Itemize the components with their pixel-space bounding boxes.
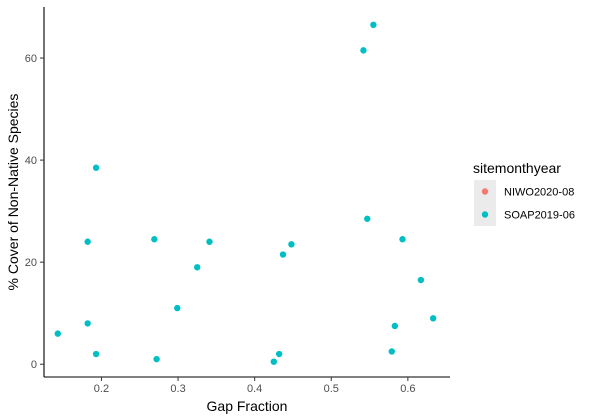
data-point <box>399 236 406 243</box>
y-tick-label: 40 <box>25 155 37 167</box>
legend-symbol <box>481 211 489 218</box>
legend-title: sitemonthyear <box>473 160 561 176</box>
data-point <box>288 241 295 248</box>
legend-label: NIWO2020-08 <box>504 187 574 199</box>
x-axis-title: Gap Fraction <box>207 398 288 414</box>
y-tick-label: 60 <box>25 53 37 65</box>
data-point <box>360 47 367 54</box>
y-tick-label: 0 <box>31 359 37 371</box>
y-ticks: 0 20 40 60 <box>25 53 44 371</box>
data-point <box>84 320 91 327</box>
data-point <box>206 238 213 245</box>
data-point <box>388 348 395 355</box>
data-point <box>92 164 100 171</box>
legend-entries: NIWO2020-08 SOAP2019-06 <box>474 180 575 226</box>
y-axis-title: % Cover of Non-Native Species <box>5 94 21 291</box>
x-tick-label: 0.5 <box>324 383 339 395</box>
axes <box>43 7 450 378</box>
data-point <box>174 304 181 312</box>
data-point <box>279 251 287 258</box>
x-ticks: 0.2 0.3 0.4 0.5 0.6 <box>94 377 416 395</box>
data-point <box>270 358 278 365</box>
data-point <box>153 355 160 363</box>
x-tick-label: 0.4 <box>247 383 262 395</box>
data-point <box>194 264 201 271</box>
data-point <box>364 215 371 222</box>
legend: sitemonthyear NIWO2020-08 SOAP2019-06 <box>473 160 575 226</box>
data-point <box>391 322 399 330</box>
data-point <box>417 276 425 284</box>
x-tick-label: 0.6 <box>400 383 415 395</box>
data-point <box>151 236 158 243</box>
y-tick-label: 20 <box>25 257 37 269</box>
x-tick-label: 0.3 <box>170 383 185 395</box>
data-point <box>54 330 61 337</box>
x-tick-label: 0.2 <box>94 383 109 395</box>
data-point <box>84 238 91 245</box>
legend-label: SOAP2019-06 <box>504 210 575 222</box>
legend-symbol <box>481 188 489 195</box>
data-point <box>92 350 100 358</box>
data-point <box>429 315 437 322</box>
data-point <box>370 21 377 29</box>
data-points <box>54 21 437 365</box>
data-point <box>275 350 283 358</box>
